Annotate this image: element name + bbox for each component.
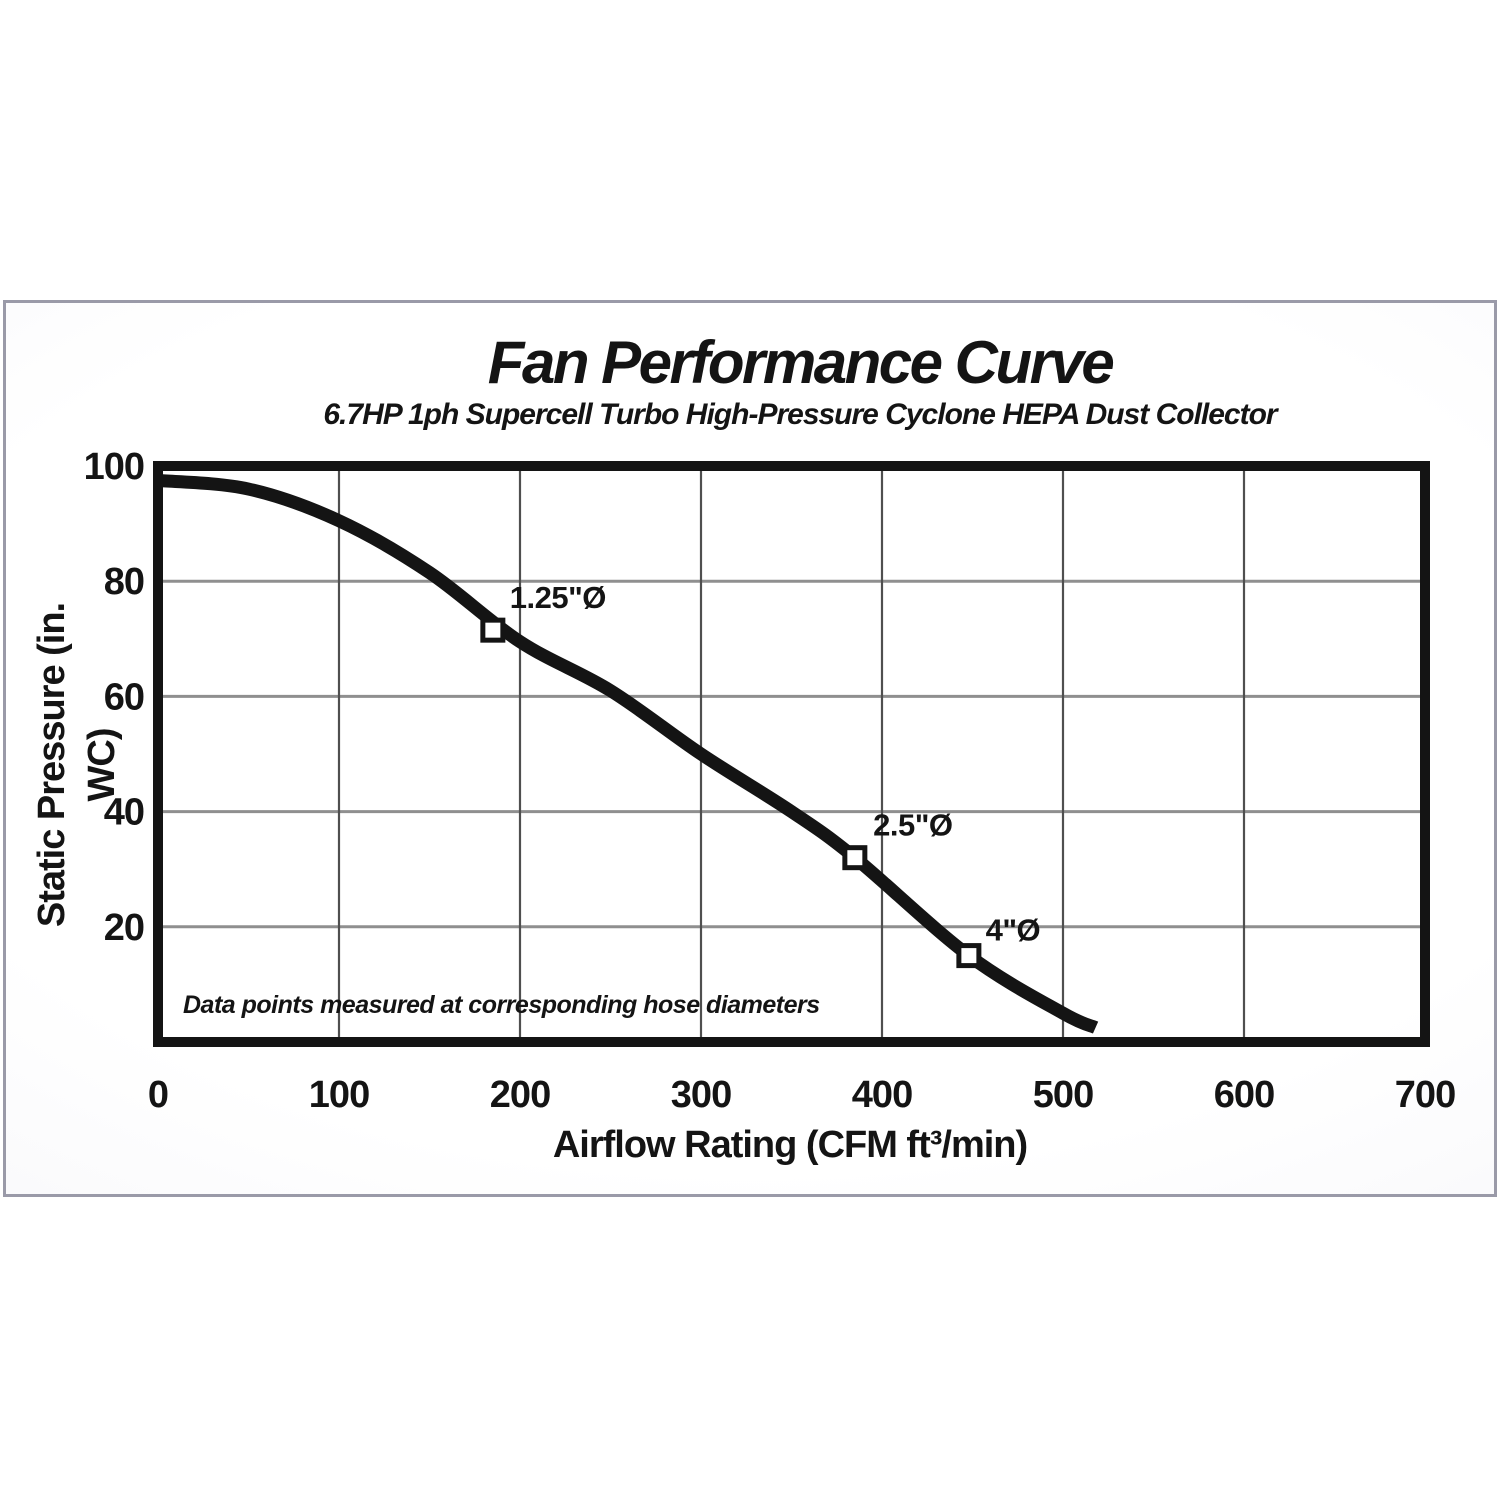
data-point-label-0: 1.25"Ø [510,580,606,615]
chart-title: Fan Performance Curve [487,329,1115,396]
x-tick-label-500: 500 [1033,1074,1093,1116]
x-tick-label-600: 600 [1214,1074,1274,1116]
x-tick-label-0: 0 [148,1074,168,1116]
fan-performance-curve [157,473,1099,1034]
chart-subtitle: 6.7HP 1ph Supercell Turbo High-Pressure … [323,398,1277,431]
y-axis-title: Static Pressure (in. WC) [31,602,123,928]
data-point-marker-2 [956,943,982,969]
data-point-label-1: 2.5"Ø [873,808,952,843]
data-point-label-2: 4"Ø [986,913,1041,948]
y-tick-label-40: 40 [104,792,144,834]
x-tick-label-100: 100 [309,1074,369,1116]
y-tick-label-80: 80 [104,561,144,603]
x-tick-label-200: 200 [490,1074,550,1116]
y-tick-label-20: 20 [104,907,144,949]
chart-note: Data points measured at corresponding ho… [183,991,820,1019]
chart-panel [3,300,1497,1197]
x-axis-title: Airflow Rating (CFM ft³/min) [552,1124,1028,1166]
data-point-marker-0 [480,617,506,643]
data-point-marker-1 [842,845,868,871]
y-tick-label-100: 100 [84,446,144,488]
x-tick-label-400: 400 [852,1074,912,1116]
x-tick-label-300: 300 [671,1074,731,1116]
plot-frame [153,461,1430,1047]
y-tick-label-60: 60 [104,676,144,718]
x-tick-label-700: 700 [1395,1074,1455,1116]
